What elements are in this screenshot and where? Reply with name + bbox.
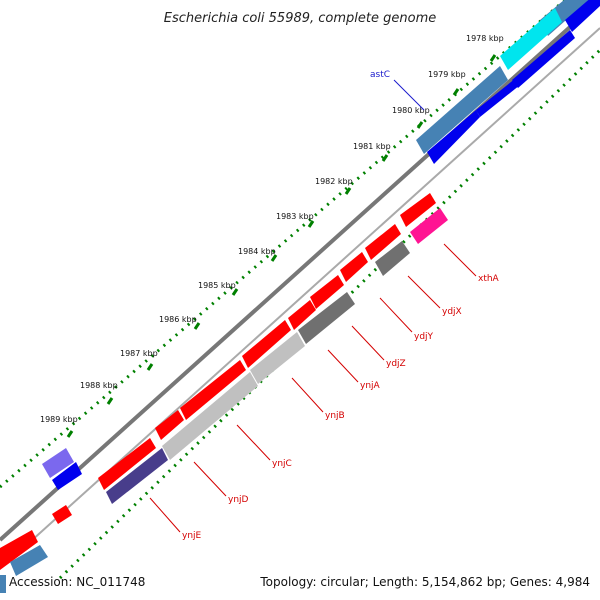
outer-major-ticks bbox=[66, 54, 497, 438]
kbp-1985: 1985 kbp bbox=[198, 281, 236, 290]
gene-red-k[interactable] bbox=[0, 530, 38, 570]
outer-scale-track bbox=[0, 0, 566, 489]
gene-slate-light[interactable] bbox=[42, 448, 74, 478]
gene-red-h[interactable] bbox=[155, 410, 184, 440]
gene-label-ynjD: ynjD bbox=[228, 495, 249, 505]
gene-ydjX[interactable] bbox=[375, 241, 410, 276]
gene-blue-small[interactable] bbox=[52, 462, 82, 490]
gene-label-ydjZ: ydjZ bbox=[386, 359, 406, 369]
kbp-1982: 1982 kbp bbox=[315, 177, 353, 186]
kbp-1989: 1989 kbp bbox=[40, 415, 78, 424]
kbp-1987: 1987 kbp bbox=[120, 349, 158, 358]
kbp-1988: 1988 kbp bbox=[80, 381, 118, 390]
gene-red-d[interactable] bbox=[310, 275, 344, 309]
gene-blue-4[interactable] bbox=[565, 0, 600, 32]
gene-red-e[interactable] bbox=[288, 300, 316, 330]
gene-red-j[interactable] bbox=[52, 505, 72, 524]
gene-blue-3[interactable] bbox=[512, 30, 575, 88]
gene-ynjD[interactable] bbox=[106, 448, 168, 504]
gene-red-b[interactable] bbox=[365, 224, 401, 260]
kbp-1986: 1986 kbp bbox=[159, 315, 197, 324]
kbp-1980: 1980 kbp bbox=[392, 106, 430, 115]
gene-ynjB[interactable] bbox=[250, 332, 305, 384]
gene-leader-lines bbox=[149, 243, 477, 533]
astC-leader-line bbox=[393, 79, 425, 111]
gene-steelblue-bottom[interactable] bbox=[10, 545, 48, 576]
gene-label-ydjX: ydjX bbox=[442, 307, 462, 317]
kbp-1984: 1984 kbp bbox=[238, 247, 276, 256]
accession-text: Accession: NC_011748 bbox=[9, 575, 145, 589]
gene-label-astC: astC bbox=[370, 70, 390, 80]
gene-cyan[interactable] bbox=[500, 8, 562, 70]
gene-label-ydjY: ydjY bbox=[414, 332, 434, 342]
gene-blue-2[interactable] bbox=[476, 78, 520, 117]
backbone-outer bbox=[0, 0, 600, 542]
kbp-labels: 1978 kbp 1979 kbp 1980 kbp 1981 kbp 1982… bbox=[40, 34, 504, 424]
gene-red-a[interactable] bbox=[400, 193, 436, 227]
kbp-1978: 1978 kbp bbox=[466, 34, 504, 43]
gene-ynjC[interactable] bbox=[162, 372, 258, 460]
kbp-1983: 1983 kbp bbox=[276, 212, 314, 221]
gene-label-ynjE: ynjE bbox=[182, 531, 202, 541]
gene-label-xthA: xthA bbox=[478, 274, 500, 284]
gene-label-ynjC: ynjC bbox=[272, 459, 292, 469]
gene-xthA[interactable] bbox=[410, 208, 448, 244]
gene-ydjZ[interactable] bbox=[298, 292, 355, 344]
gene-red-i[interactable] bbox=[98, 438, 156, 490]
gene-blue-1[interactable] bbox=[427, 110, 480, 164]
kbp-1981: 1981 kbp bbox=[353, 142, 391, 151]
gene-red-c[interactable] bbox=[340, 252, 368, 282]
topology-text: Topology: circular; Length: 5,154,862 bp… bbox=[259, 575, 590, 589]
kbp-1979: 1979 kbp bbox=[428, 70, 466, 79]
footer-marker bbox=[0, 575, 6, 593]
gene-astC[interactable] bbox=[416, 66, 508, 154]
gene-label-ynjB: ynjB bbox=[325, 411, 345, 421]
gene-red-g[interactable] bbox=[180, 360, 246, 420]
gene-red-f[interactable] bbox=[242, 320, 291, 368]
gene-label-ynjA: ynjA bbox=[360, 381, 381, 391]
backbone-inner bbox=[9, 27, 600, 561]
genome-title: Escherichia coli 55989, complete genome bbox=[164, 11, 436, 26]
